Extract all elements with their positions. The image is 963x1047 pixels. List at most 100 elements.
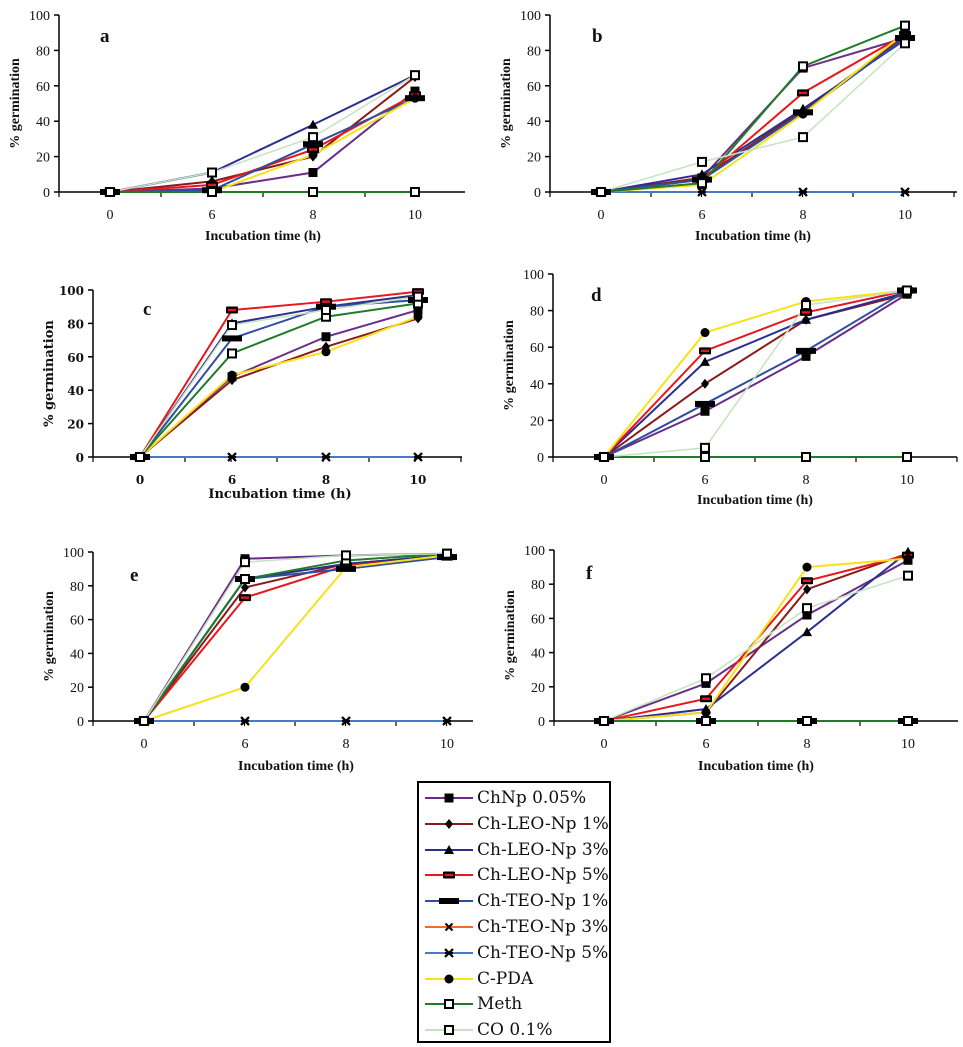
legend-label: Meth: [477, 994, 523, 1015]
series-line-ch-leo-np-1-: [143, 554, 448, 722]
data-point-chnp-0-05-: [700, 406, 710, 416]
data-point-meth: [697, 178, 707, 189]
data-point-ch-leo-np-3-: [801, 314, 811, 324]
data-point-ch-teo-np-1-: [895, 35, 915, 42]
data-point-co-0-1-: [802, 603, 812, 614]
panel-label: c: [143, 299, 151, 320]
y-tick-label: 60: [527, 80, 541, 95]
x-tick-label: 6: [209, 208, 216, 223]
series-line-ch-leo-np-3-: [603, 550, 909, 722]
y-axis-title: % germination: [42, 591, 57, 682]
series-line-ch-leo-np-5-: [603, 554, 909, 722]
x-tick-label: 8: [803, 473, 810, 488]
data-point-chnp-0-05-: [802, 610, 812, 620]
data-point-meth: [700, 452, 710, 462]
legend-marker: [439, 898, 459, 905]
series-line-chnp-0-05-: [109, 90, 416, 193]
data-point-co-0-1-: [410, 70, 420, 81]
legend-swatch: [425, 898, 473, 905]
data-point-chnp-0-05-: [410, 86, 420, 96]
legend-label: Ch-LEO-Np 5%: [477, 865, 609, 886]
y-tick-label: 40: [70, 647, 84, 662]
y-tick-label: 20: [531, 681, 545, 696]
y-tick-label: 0: [537, 451, 544, 466]
x-tick-label: 0: [141, 737, 148, 752]
series-line-c-pda: [603, 289, 908, 458]
legend-swatch: [425, 999, 473, 1010]
series-line-meth: [143, 552, 448, 722]
y-tick-label: 80: [527, 44, 541, 59]
y-tick-label: 20: [70, 681, 84, 696]
data-point-ch-teo-np-5-: [227, 452, 237, 462]
data-point-c-pda: [240, 682, 250, 692]
data-point-meth: [902, 452, 912, 462]
data-point-co-0-1-: [599, 716, 609, 726]
data-point-ch-leo-np-5--inner: [802, 311, 810, 314]
legend-marker: [444, 922, 454, 932]
data-point-meth: [802, 716, 812, 726]
x-tick-label: 0: [601, 737, 608, 752]
panel-label: d: [591, 285, 602, 306]
legend-label: ChNp 0.05%: [477, 788, 587, 808]
panel-e: 0 20 40 60 80 100 0 6 8 10 Incubation time (h) % ge…: [42, 546, 473, 774]
legend-label: Ch-TEO-Np 1%: [477, 891, 609, 912]
y-tick-label: 0: [43, 186, 50, 201]
x-tick-label: 6: [242, 737, 249, 752]
y-tick-label: 40: [531, 647, 545, 662]
data-point-co-0-1-: [599, 452, 609, 462]
data-point-co-0-1-: [135, 452, 145, 462]
data-point-chnp-0-05-: [801, 351, 811, 361]
y-tick-label: 60: [70, 614, 84, 629]
y-tick-label: 40: [67, 384, 84, 398]
legend-swatch: [425, 1025, 473, 1036]
x-tick-label: 10: [440, 737, 454, 752]
legend-item: Ch-TEO-Np 1%: [425, 888, 608, 914]
legend-marker-diamond: [445, 818, 453, 829]
legend-marker: [444, 793, 454, 803]
data-point-co-0-1-: [900, 38, 910, 49]
legend-item: Ch-TEO-Np 3%: [425, 914, 608, 940]
data-point-ch-leo-np-5--inner: [799, 91, 807, 95]
data-point-co-0-1-: [798, 132, 808, 143]
data-point-meth: [308, 187, 318, 197]
legend-marker: [445, 818, 453, 829]
data-point-co-0-1-: [697, 156, 707, 167]
data-point-ch-leo-np-1-: [701, 378, 709, 389]
series-line-c-pda: [139, 315, 419, 458]
series-line-ch-leo-np-1-: [139, 317, 419, 458]
data-point-ch-teo-np-1-: [695, 400, 715, 407]
y-tick-label: 100: [63, 546, 84, 561]
data-point-c-pda: [308, 150, 318, 160]
data-point-co-0-1-: [308, 132, 318, 143]
legend-marker: [444, 844, 454, 854]
data-point-co-0-1-: [902, 285, 912, 296]
legend-swatch: [425, 871, 473, 879]
data-point-ch-teo-np-5-: [240, 716, 250, 726]
y-tick-label: 60: [530, 341, 544, 356]
y-tick-label: 0: [538, 715, 545, 730]
panel-label: e: [130, 565, 138, 586]
y-tick-label: 60: [36, 80, 50, 95]
data-point-ch-teo-np-5-: [798, 187, 808, 197]
series-line-ch-leo-np-5-: [139, 290, 419, 458]
legend-marker-open-square: [444, 1025, 454, 1036]
data-point-meth: [801, 452, 811, 462]
legend-marker-x: [444, 922, 454, 932]
y-tick-label: 80: [70, 580, 84, 595]
data-point-ch-teo-np-5-: [697, 187, 707, 197]
data-point-co-0-1-: [139, 716, 149, 726]
data-point-co-0-1-: [240, 557, 250, 568]
legend-swatch: [425, 922, 473, 932]
x-tick-label: 6: [228, 473, 236, 487]
x-tick-label: 10: [901, 737, 915, 752]
legend-marker: [444, 1025, 454, 1036]
data-point-ch-leo-np-5--inner: [803, 579, 811, 582]
y-tick-label: 100: [524, 544, 545, 559]
x-tick-label: 0: [601, 473, 608, 488]
series-line-ch-leo-np-1-: [109, 76, 416, 193]
y-tick-label: 20: [527, 151, 541, 166]
data-point-co-0-1-: [227, 320, 237, 331]
data-point-ch-leo-np-3-: [700, 356, 710, 366]
series-line-co-0-1-: [139, 295, 419, 458]
